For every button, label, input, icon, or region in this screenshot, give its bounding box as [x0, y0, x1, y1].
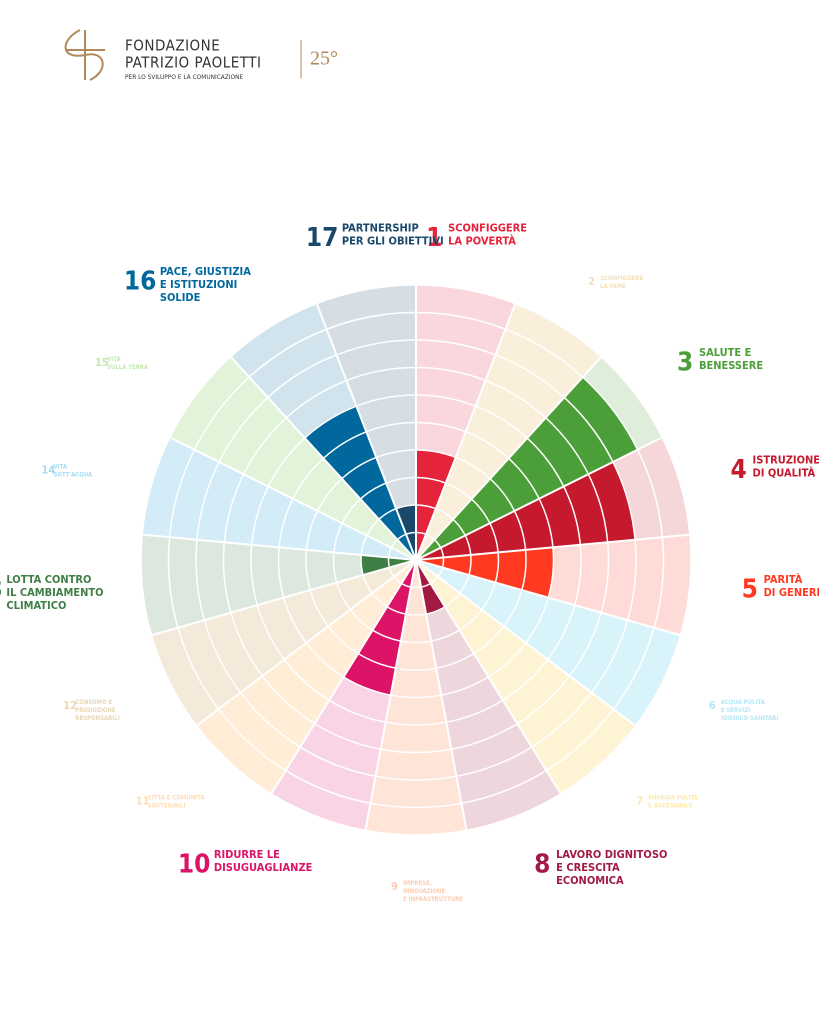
goal-label: 16 PACE, GIUSTIZIA E ISTITUZIONI SOLIDE [124, 265, 251, 304]
goal-name: SCONFIGGERE LA FAME [600, 274, 643, 289]
goal-name: LOTTA CONTRO IL CAMBIAMENTO CLIMATICO [6, 573, 103, 612]
goal-label: 8 LAVORO DIGNITOSO E CRESCITA ECONOMICA [534, 848, 667, 887]
sector-background [151, 560, 416, 726]
goal-number: 9 [391, 880, 398, 893]
goal-name: SALUTE E BENESSERE [699, 346, 763, 372]
goal-name: VITA SULLA TERRA [107, 355, 149, 370]
goal-label: 7 ENERGIA PULITA E ACCESSIBILE [636, 794, 699, 809]
goal-name: RIDURRE LE DISUGUAGLIANZE [214, 848, 313, 874]
goal-name: IMPRESE, INNOVAZIONE E INFRASTRUTTURE [403, 880, 463, 903]
goal-name: ACQUA PULITA E SERVIZI IGIENICO-SANITARI [721, 698, 779, 721]
logo-mark-cross [65, 30, 105, 80]
goal-name: ENERGIA PULITA E ACCESSIBILE [648, 794, 699, 809]
sector-background [416, 303, 602, 560]
sector-background [196, 560, 416, 794]
sector-background [416, 560, 636, 794]
sector-divider [229, 356, 417, 561]
sector-divider [415, 436, 663, 561]
sector-divider [415, 356, 603, 561]
goal-label: 3 SALUTE E BENESSERE [677, 346, 763, 378]
goal-number: 16 [124, 266, 157, 296]
goal-number: 14 [41, 464, 55, 477]
goal-number: 1 [426, 223, 442, 253]
sector-divider [415, 559, 468, 831]
sector-divider [142, 533, 417, 561]
sector-background [169, 356, 416, 560]
sector-divider [415, 533, 690, 561]
goal-name: CITTÀ E COMUNITÀ SOSTENIBILI [148, 794, 206, 809]
bar [416, 377, 638, 560]
goal-name: SCONFIGGERE LA POVERTÀ [448, 222, 527, 248]
logo [64, 29, 105, 81]
goal-label: 17 PARTNERSHIP PER GLI OBIETTIVI [306, 222, 444, 254]
brand-line1: FONDAZIONE [125, 37, 220, 55]
bar [416, 461, 636, 560]
bar [304, 406, 416, 560]
sector-divider [169, 436, 417, 561]
goal-number: 17 [306, 223, 339, 253]
sector-divider [364, 559, 417, 831]
bar [343, 560, 416, 696]
goal-label: 2 SCONFIGGERE LA FAME [588, 274, 643, 289]
goal-number: 10 [178, 849, 211, 879]
sector-divider [270, 559, 417, 795]
goal-name: CONSUMO E PRODUZIONE RESPONSABILI [75, 698, 119, 721]
goal-label: 6 ACQUA PULITA E SERVIZI IGIENICO-SANITARI [709, 698, 779, 721]
anniversary: 25° [310, 48, 338, 70]
bar [416, 547, 554, 598]
sector-divider [151, 559, 417, 637]
sector-background [141, 534, 416, 636]
goal-number: 7 [636, 795, 643, 808]
goal-number: 4 [731, 455, 747, 485]
goal-name: LAVORO DIGNITOSO E CRESCITA ECONOMICA [556, 848, 667, 887]
goal-number: 8 [534, 849, 550, 879]
goal-label: 9 IMPRESE, INNOVAZIONE E INFRASTRUTTURE [391, 880, 463, 903]
goal-number: 3 [677, 347, 693, 377]
sector-divider [415, 303, 517, 561]
goal-name: PARTNERSHIP PER GLI OBIETTIVI [342, 222, 444, 248]
goal-number: 12 [63, 699, 77, 712]
goal-name: PACE, GIUSTIZIA E ISTITUZIONI SOLIDE [160, 265, 251, 304]
goal-name: PARITÀ DI GENERE [764, 573, 819, 599]
sector-divider [415, 559, 681, 637]
goal-name: VITA SOTT'ACQUA [53, 463, 93, 478]
sector-background [416, 560, 681, 726]
sector-divider [415, 559, 637, 727]
goal-number: 5 [742, 575, 758, 605]
brand-line2: PATRIZIO PAOLETTI [125, 54, 261, 72]
goal-name: ISTRUZIONE DI QUALITÀ [753, 454, 819, 480]
sector-divider [195, 559, 417, 727]
sector-background [142, 437, 416, 560]
radial-chart: 1 SCONFIGGERE LA POVERTÀ 2 SCONFIGGERE LA FAM… [0, 222, 819, 903]
goal-label: 1 SCONFIGGERE LA POVERTÀ [426, 222, 527, 254]
goal-number: 11 [136, 795, 150, 808]
sector-background [416, 560, 561, 831]
tagline: PER LO SVILUPPO E LA COMUNICAZIONE [125, 73, 243, 81]
sector-divider [415, 559, 562, 795]
goal-number: 15 [95, 356, 109, 369]
sector-divider [315, 303, 417, 561]
goal-label: 10 RIDURRE LE DISUGUAGLIANZE [178, 848, 313, 880]
goal-number: 2 [588, 275, 595, 288]
goal-number: 13 [0, 575, 3, 605]
goal-label: 5 PARITÀ DI GENERE [742, 573, 819, 605]
goal-number: 6 [709, 699, 716, 712]
goal-label: 4 ISTRUZIONE DI QUALITÀ [731, 454, 819, 486]
